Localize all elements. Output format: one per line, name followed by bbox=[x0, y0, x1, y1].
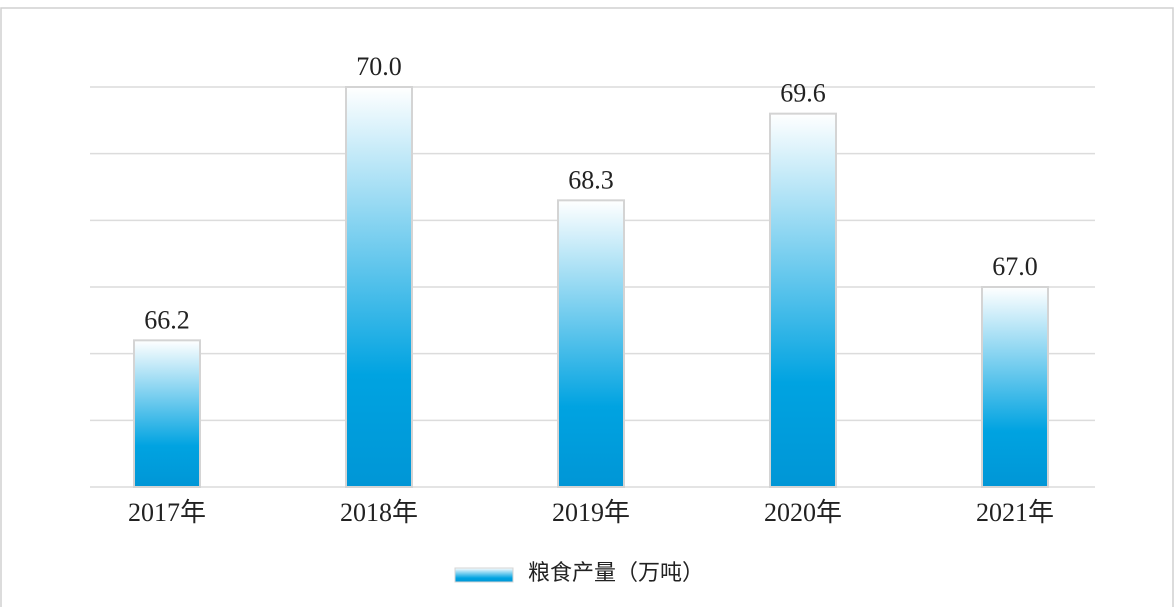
x-tick-label: 2020年 bbox=[764, 498, 842, 527]
value-label: 69.6 bbox=[780, 79, 826, 108]
x-tick-label: 2017年 bbox=[128, 498, 206, 527]
bar bbox=[981, 286, 1049, 488]
bar bbox=[345, 86, 413, 488]
value-label: 66.2 bbox=[144, 305, 190, 334]
value-label: 70.0 bbox=[356, 52, 402, 81]
bar bbox=[769, 112, 837, 489]
x-tick-label: 2019年 bbox=[552, 498, 630, 527]
bar bbox=[133, 339, 201, 489]
chart-border bbox=[0, 7, 1174, 607]
legend-label: 粮食产量（万吨） bbox=[528, 560, 704, 585]
legend-swatch bbox=[454, 567, 514, 583]
value-label: 68.3 bbox=[568, 165, 614, 194]
x-tick-label: 2021年 bbox=[976, 498, 1054, 527]
x-tick-label: 2018年 bbox=[340, 498, 418, 527]
bar bbox=[557, 199, 625, 488]
value-label: 67.0 bbox=[992, 252, 1038, 281]
